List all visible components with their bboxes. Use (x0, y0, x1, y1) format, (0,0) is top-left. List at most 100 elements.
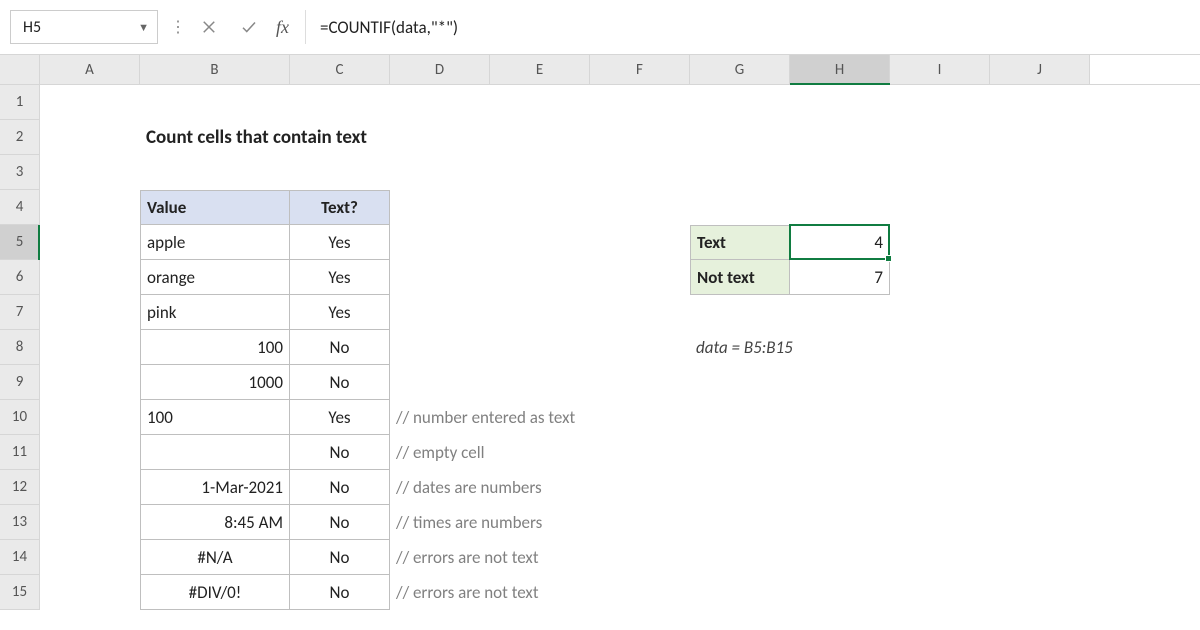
chevron-down-icon[interactable]: ▼ (138, 21, 153, 34)
cell-E7[interactable] (490, 295, 590, 330)
row-head-13[interactable]: 13 (0, 505, 40, 540)
cell-B2[interactable]: Count cells that contain text (140, 120, 290, 155)
cell-J6[interactable] (990, 260, 1090, 295)
cell-D11[interactable]: // empty cell (390, 435, 490, 470)
cell-C11[interactable]: No (290, 435, 390, 470)
cell-C6[interactable]: Yes (290, 260, 390, 295)
cell-A9[interactable] (40, 365, 140, 400)
cell-C9[interactable]: No (290, 365, 390, 400)
cell-G15[interactable] (690, 575, 790, 610)
cell-B12[interactable]: 1-Mar-2021 (140, 470, 290, 505)
cell-I12[interactable] (890, 470, 990, 505)
col-head-J[interactable]: J (990, 55, 1090, 84)
cell-D5[interactable] (390, 225, 490, 260)
cell-C15[interactable]: No (290, 575, 390, 610)
cell-C14[interactable]: No (290, 540, 390, 575)
cell-G11[interactable] (690, 435, 790, 470)
col-head-E[interactable]: E (490, 55, 590, 84)
cell-J14[interactable] (990, 540, 1090, 575)
cell-F9[interactable] (590, 365, 690, 400)
cell-H2[interactable] (790, 120, 890, 155)
cell-I14[interactable] (890, 540, 990, 575)
cell-G6[interactable]: Not text (690, 260, 790, 295)
cell-J9[interactable] (990, 365, 1090, 400)
cell-H3[interactable] (790, 155, 890, 190)
row-head-11[interactable]: 11 (0, 435, 40, 470)
cell-A13[interactable] (40, 505, 140, 540)
col-head-D[interactable]: D (390, 55, 490, 84)
cell-H15[interactable] (790, 575, 890, 610)
cell-J2[interactable] (990, 120, 1090, 155)
cell-E15[interactable] (490, 575, 590, 610)
col-head-A[interactable]: A (40, 55, 140, 84)
cell-I9[interactable] (890, 365, 990, 400)
cell-H1[interactable] (790, 85, 890, 120)
cell-F7[interactable] (590, 295, 690, 330)
cell-B11[interactable] (140, 435, 290, 470)
cell-A7[interactable] (40, 295, 140, 330)
cell-E11[interactable] (490, 435, 590, 470)
cell-G14[interactable] (690, 540, 790, 575)
name-box[interactable]: H5 ▼ (10, 10, 158, 44)
cell-F3[interactable] (590, 155, 690, 190)
cell-A10[interactable] (40, 400, 140, 435)
cell-E4[interactable] (490, 190, 590, 225)
col-head-B[interactable]: B (140, 55, 290, 84)
row-head-10[interactable]: 10 (0, 400, 40, 435)
cell-G2[interactable] (690, 120, 790, 155)
cell-G8[interactable]: data = B5:B15 (690, 330, 790, 365)
cell-G1[interactable] (690, 85, 790, 120)
cell-I2[interactable] (890, 120, 990, 155)
cell-B4[interactable]: Value (140, 190, 290, 225)
cell-D7[interactable] (390, 295, 490, 330)
col-head-C[interactable]: C (290, 55, 390, 84)
cancel-icon[interactable] (192, 10, 226, 44)
cell-B3[interactable] (140, 155, 290, 190)
cell-B7[interactable]: pink (140, 295, 290, 330)
cell-D14[interactable]: // errors are not text (390, 540, 490, 575)
cell-E9[interactable] (490, 365, 590, 400)
cell-J10[interactable] (990, 400, 1090, 435)
cell-C8[interactable]: No (290, 330, 390, 365)
cell-E5[interactable] (490, 225, 590, 260)
cell-D9[interactable] (390, 365, 490, 400)
cell-I11[interactable] (890, 435, 990, 470)
row-head-12[interactable]: 12 (0, 470, 40, 505)
cell-F6[interactable] (590, 260, 690, 295)
cell-B14[interactable]: #N/A (140, 540, 290, 575)
cell-A3[interactable] (40, 155, 140, 190)
cell-E8[interactable] (490, 330, 590, 365)
cell-E2[interactable] (490, 120, 590, 155)
cell-F5[interactable] (590, 225, 690, 260)
cell-H4[interactable] (790, 190, 890, 225)
cell-A5[interactable] (40, 225, 140, 260)
cell-J4[interactable] (990, 190, 1090, 225)
cell-A1[interactable] (40, 85, 140, 120)
cell-F2[interactable] (590, 120, 690, 155)
cell-F1[interactable] (590, 85, 690, 120)
cell-E13[interactable] (490, 505, 590, 540)
cell-G10[interactable] (690, 400, 790, 435)
row-head-3[interactable]: 3 (0, 155, 40, 190)
cell-G4[interactable] (690, 190, 790, 225)
cell-E12[interactable] (490, 470, 590, 505)
cell-J1[interactable] (990, 85, 1090, 120)
cell-H8[interactable] (790, 330, 890, 365)
cell-I7[interactable] (890, 295, 990, 330)
row-head-4[interactable]: 4 (0, 190, 40, 225)
cell-G12[interactable] (690, 470, 790, 505)
cell-C12[interactable]: No (290, 470, 390, 505)
cell-C1[interactable] (290, 85, 390, 120)
cell-J12[interactable] (990, 470, 1090, 505)
cell-C4[interactable]: Text? (290, 190, 390, 225)
cell-I1[interactable] (890, 85, 990, 120)
cell-H6[interactable]: 7 (790, 260, 890, 295)
cell-E14[interactable] (490, 540, 590, 575)
row-head-14[interactable]: 14 (0, 540, 40, 575)
cell-G3[interactable] (690, 155, 790, 190)
cell-D12[interactable]: // dates are numbers (390, 470, 490, 505)
cell-A2[interactable] (40, 120, 140, 155)
row-head-9[interactable]: 9 (0, 365, 40, 400)
cell-A15[interactable] (40, 575, 140, 610)
cell-F14[interactable] (590, 540, 690, 575)
